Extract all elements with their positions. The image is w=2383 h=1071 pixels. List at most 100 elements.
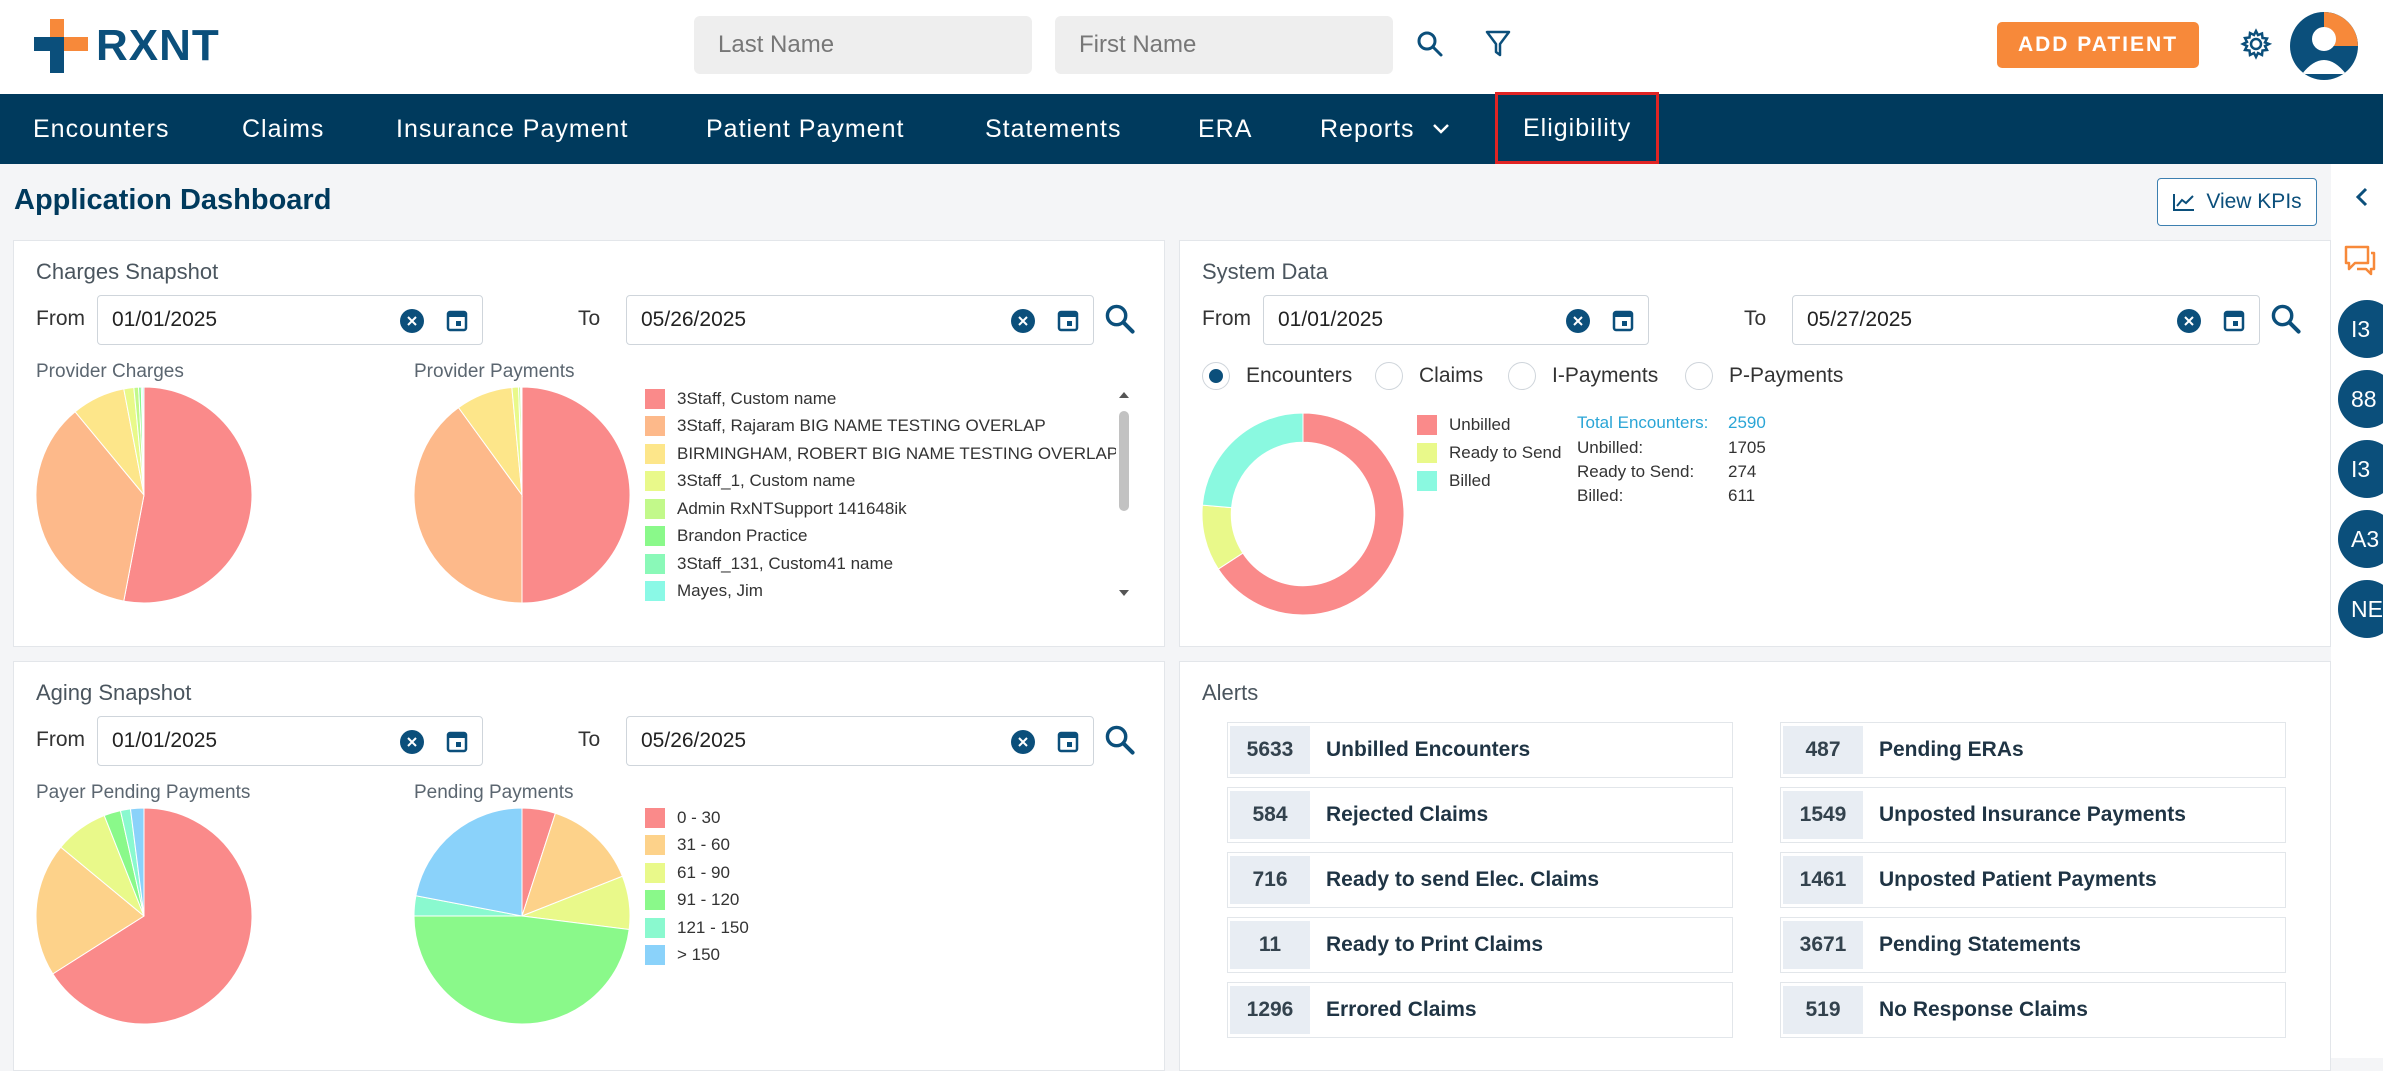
alert-count-badge: 1461 (1783, 856, 1863, 904)
system-data-card: System Data From 01/01/2025 To 05/27/202… (1179, 240, 2331, 647)
first-name-input[interactable] (1055, 16, 1393, 74)
provider-legend-item[interactable]: Mayes, Jim (645, 578, 1118, 606)
filter-icon[interactable] (1480, 26, 1516, 62)
nav-era[interactable]: ERA (1198, 94, 1252, 164)
provider-legend-item[interactable]: Admin RxNTSupport 141648ik (645, 495, 1118, 523)
clear-icon[interactable] (400, 730, 424, 754)
alert-label: Unbilled Encounters (1326, 738, 1530, 762)
user-avatar[interactable] (2290, 12, 2358, 80)
chat-icon[interactable] (2343, 244, 2377, 276)
calendar-icon[interactable] (1057, 729, 1079, 759)
nav-eligibility[interactable]: Eligibility (1495, 92, 1659, 164)
legend-scrollbar[interactable] (1116, 389, 1132, 599)
system-legend-item[interactable]: Ready to Send (1417, 439, 1561, 467)
clear-icon[interactable] (1566, 309, 1590, 333)
radio-dot[interactable] (1202, 362, 1230, 390)
radio-dot[interactable] (1685, 362, 1713, 390)
charges-to-date[interactable]: 05/26/2025 (626, 295, 1094, 345)
alert-count-badge: 1296 (1230, 986, 1310, 1034)
calendar-icon[interactable] (446, 729, 468, 759)
radio-i-payments[interactable]: I-Payments (1508, 362, 1658, 390)
pie-slice-91-120[interactable] (414, 916, 629, 1024)
scroll-down-icon[interactable] (1116, 587, 1132, 599)
nav-patient-payment[interactable]: Patient Payment (706, 94, 904, 164)
aging-legend-item[interactable]: 91 - 120 (645, 887, 749, 915)
legend-swatch (645, 890, 665, 910)
aging-legend-item[interactable]: 61 - 90 (645, 859, 749, 887)
search-icon[interactable] (1412, 26, 1448, 62)
provider-payments-caption: Provider Payments (414, 361, 575, 383)
provider-legend-item[interactable]: 3Staff, Custom name (645, 385, 1118, 413)
aging-from-date[interactable]: 01/01/2025 (97, 716, 483, 766)
system-from-date[interactable]: 01/01/2025 (1263, 295, 1649, 345)
brand-name: RXNT (96, 21, 220, 71)
aging-legend-item[interactable]: 121 - 150 (645, 914, 749, 942)
nav-encounters[interactable]: Encounters (33, 94, 169, 164)
clear-icon[interactable] (1011, 309, 1035, 333)
rail-avatar-88[interactable]: 88 (2338, 370, 2383, 428)
aging-legend-item[interactable]: 0 - 30 (645, 804, 749, 832)
rail-avatar-ne[interactable]: NE (2338, 580, 2383, 638)
provider-legend-item[interactable]: 3Staff, Rajaram BIG NAME TESTING OVERLAP (645, 413, 1118, 441)
scroll-thumb[interactable] (1119, 411, 1129, 511)
rail-avatar-a3[interactable]: A3 (2338, 510, 2383, 568)
alert-count-badge: 11 (1230, 921, 1310, 969)
nav-claims[interactable]: Claims (242, 94, 324, 164)
aging-search-icon[interactable] (1104, 724, 1136, 761)
pie-slice-billed[interactable] (1202, 413, 1303, 508)
radio-encounters[interactable]: Encounters (1202, 362, 1352, 390)
system-search-icon[interactable] (2270, 303, 2302, 340)
charges-from-date[interactable]: 01/01/2025 (97, 295, 483, 345)
provider-legend-item[interactable]: 3Staff_1, Custom name (645, 468, 1118, 496)
radio-dot[interactable] (1508, 362, 1536, 390)
provider-legend-item[interactable]: 3Staff_131, Custom41 name (645, 550, 1118, 578)
view-kpis-button[interactable]: View KPIs (2157, 178, 2317, 226)
alert-ready-to-print-claims[interactable]: 11 Ready to Print Claims (1227, 917, 1733, 973)
system-to-date[interactable]: 05/27/2025 (1792, 295, 2260, 345)
add-patient-button[interactable]: ADD PATIENT (1997, 22, 2199, 68)
radio-p-payments[interactable]: P-Payments (1685, 362, 1843, 390)
clear-icon[interactable] (1011, 730, 1035, 754)
scroll-up-icon[interactable] (1116, 389, 1132, 401)
radio-claims[interactable]: Claims (1375, 362, 1483, 390)
provider-legend-item[interactable]: BIRMINGHAM, ROBERT BIG NAME TESTING OVER… (645, 440, 1118, 468)
alert-label: Ready to Print Claims (1326, 933, 1543, 957)
radio-dot[interactable] (1375, 362, 1403, 390)
nav-statements[interactable]: Statements (985, 94, 1121, 164)
calendar-icon[interactable] (1057, 308, 1079, 338)
rail-avatar-i3[interactable]: I3 (2338, 300, 2383, 358)
system-to-label: To (1744, 307, 1766, 331)
aging-legend-item[interactable]: 31 - 60 (645, 832, 749, 860)
collapse-chevron-icon[interactable] (2351, 186, 2373, 208)
brand-logo[interactable]: RXNT (34, 18, 220, 74)
charges-search-icon[interactable] (1104, 303, 1136, 340)
nav-reports[interactable]: Reports (1320, 94, 1451, 164)
rail-avatar-i3[interactable]: I3 (2338, 440, 2383, 498)
system-legend-item[interactable]: Unbilled (1417, 411, 1561, 439)
aging-legend-item[interactable]: > 150 (645, 942, 749, 970)
clear-icon[interactable] (2177, 309, 2201, 333)
aging-to-date[interactable]: 05/26/2025 (626, 716, 1094, 766)
nav-insurance-payment[interactable]: Insurance Payment (396, 94, 628, 164)
provider-legend-item[interactable]: Brandon Practice (645, 523, 1118, 551)
pie-slice-3staff-custom-name[interactable] (522, 387, 630, 603)
calendar-icon[interactable] (446, 308, 468, 338)
clear-icon[interactable] (400, 309, 424, 333)
calendar-icon[interactable] (1612, 308, 1634, 338)
calendar-icon[interactable] (2223, 308, 2245, 338)
alert-label: Unposted Insurance Payments (1879, 803, 2186, 827)
gear-icon[interactable] (2236, 24, 2276, 64)
system-legend-item[interactable]: Billed (1417, 467, 1561, 495)
last-name-input[interactable] (694, 16, 1032, 74)
legend-swatch (645, 945, 665, 965)
